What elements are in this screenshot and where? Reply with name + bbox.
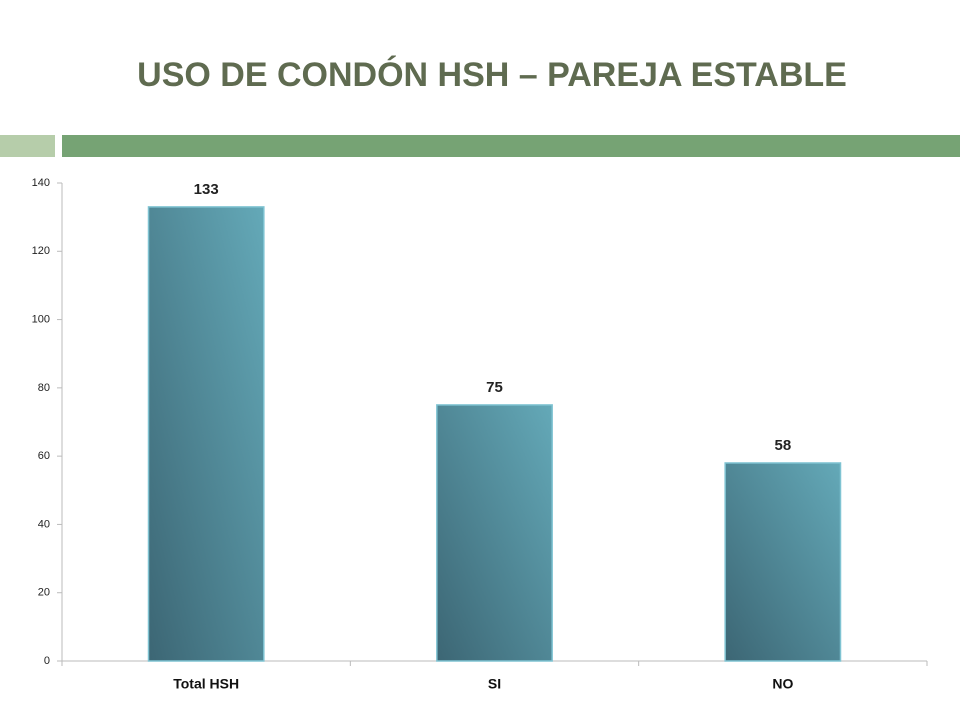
y-tick-label: 60 <box>38 450 50 462</box>
chart-title: USO DE CONDÓN HSH – PAREJA ESTABLE <box>137 56 847 94</box>
decor-bar <box>62 135 960 157</box>
y-tick-label: 80 <box>38 382 50 394</box>
y-tick-label: 140 <box>32 177 50 189</box>
data-label: 75 <box>486 379 503 396</box>
decor-bar <box>0 135 55 157</box>
y-tick-label: 40 <box>38 518 50 530</box>
data-label: 133 <box>194 181 219 198</box>
y-tick-label: 0 <box>44 655 50 667</box>
x-tick-label: SI <box>488 676 501 692</box>
x-tick-label: NO <box>772 676 793 692</box>
y-tick-label: 100 <box>32 313 50 325</box>
bar <box>724 462 842 662</box>
bar <box>147 206 265 662</box>
bar <box>436 404 553 662</box>
x-tick-label: Total HSH <box>173 676 239 692</box>
data-label: 58 <box>774 437 791 454</box>
y-tick-label: 20 <box>38 587 50 599</box>
y-tick-label: 120 <box>32 245 50 257</box>
